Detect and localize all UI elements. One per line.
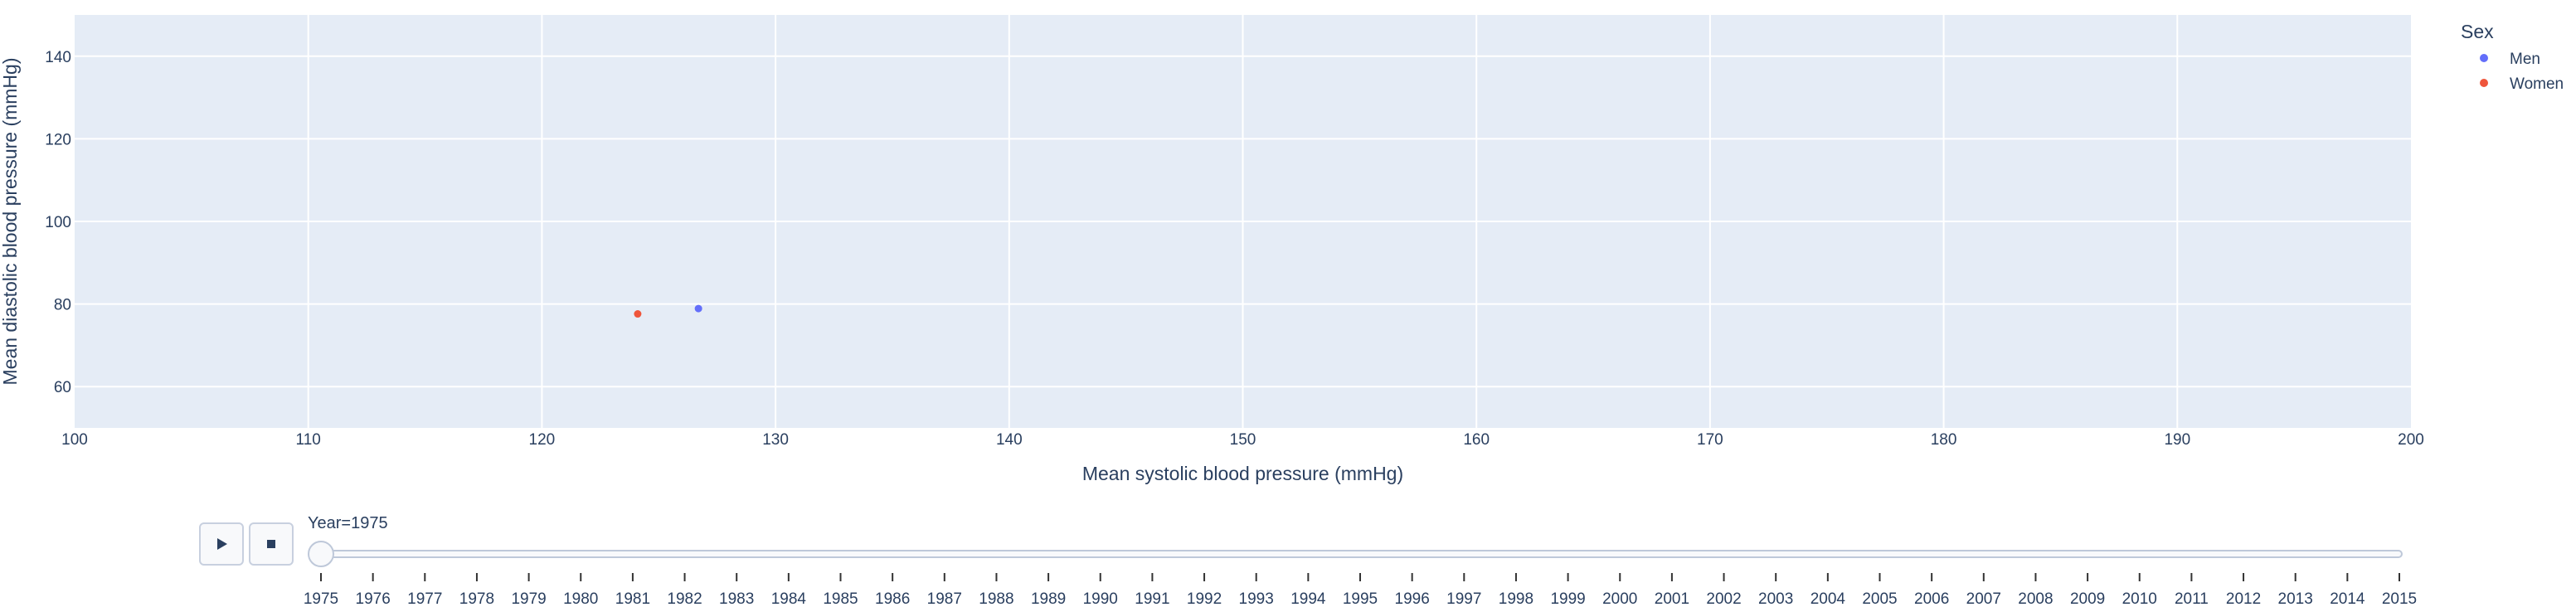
x-tick-label: 100 bbox=[61, 431, 88, 449]
x-tick-label: 110 bbox=[296, 431, 321, 449]
y-axis-title: Mean diastolic blood pressure (mmHg) bbox=[0, 58, 21, 386]
slider-year-label[interactable]: 1977 bbox=[407, 590, 442, 608]
slider-year-label[interactable]: 1986 bbox=[875, 590, 910, 608]
slider-year-label[interactable]: 1993 bbox=[1239, 590, 1274, 608]
x-axis-title: Mean systolic blood pressure (mmHg) bbox=[1082, 463, 1403, 484]
slider-year-label[interactable]: 2012 bbox=[2226, 590, 2261, 608]
y-tick-label: 120 bbox=[45, 131, 71, 148]
play-icon bbox=[217, 538, 227, 550]
slider-year-label[interactable]: 1978 bbox=[459, 590, 494, 608]
x-tick-labels: 100 110 120 130 140 150 160 170 180 190 200 bbox=[61, 431, 2424, 449]
y-tick-label: 60 bbox=[54, 379, 71, 396]
legend-label: Men bbox=[2510, 51, 2540, 68]
slider-year-label[interactable]: 2004 bbox=[1810, 590, 1846, 608]
slider-year-label[interactable]: 2011 bbox=[2175, 590, 2209, 608]
slider-year-label[interactable]: 2002 bbox=[1706, 590, 1741, 608]
slider-year-label[interactable]: 1996 bbox=[1395, 590, 1430, 608]
x-tick-label: 140 bbox=[996, 431, 1023, 449]
slider-year-label[interactable]: 1984 bbox=[771, 590, 807, 608]
slider-track[interactable] bbox=[318, 550, 2403, 558]
slider-year-label[interactable]: 1982 bbox=[667, 590, 702, 608]
legend: Sex Men Women bbox=[2461, 21, 2564, 93]
slider-current-label: Year=1975 bbox=[308, 514, 388, 532]
slider-year-label[interactable]: 2005 bbox=[1862, 590, 1897, 608]
y-tick-label: 80 bbox=[54, 297, 71, 314]
x-tick-label: 130 bbox=[762, 431, 789, 449]
x-tick-label: 200 bbox=[2398, 431, 2424, 449]
slider-year-label[interactable]: 1979 bbox=[511, 590, 546, 608]
slider-year-label[interactable]: 1985 bbox=[823, 590, 858, 608]
slider-year-label[interactable]: 2000 bbox=[1602, 590, 1637, 608]
legend-item-men[interactable]: Men bbox=[2480, 51, 2540, 68]
slider-year-label[interactable]: 1976 bbox=[356, 590, 391, 608]
slider-year-label[interactable]: 1998 bbox=[1499, 590, 1533, 608]
slider-handle[interactable] bbox=[308, 541, 334, 567]
slider-year-label[interactable]: 1980 bbox=[563, 590, 598, 608]
y-tick-label: 140 bbox=[45, 49, 71, 66]
legend-item-women[interactable]: Women bbox=[2480, 75, 2564, 93]
stop-button[interactable] bbox=[249, 522, 294, 566]
slider-year-label[interactable]: 1988 bbox=[979, 590, 1013, 608]
slider-year-label[interactable]: 2009 bbox=[2070, 590, 2105, 608]
legend-label: Women bbox=[2510, 75, 2564, 93]
slider-year-label[interactable]: 2008 bbox=[2018, 590, 2053, 608]
y-tick-label: 100 bbox=[45, 214, 71, 231]
slider-year-label[interactable]: 2013 bbox=[2278, 590, 2313, 608]
point-men[interactable] bbox=[694, 304, 702, 313]
slider-year-label[interactable]: 1989 bbox=[1031, 590, 1066, 608]
slider-year-label[interactable]: 1987 bbox=[927, 590, 962, 608]
slider-year-label[interactable]: 1992 bbox=[1187, 590, 1222, 608]
slider-year-label[interactable]: 2007 bbox=[1966, 590, 2001, 608]
data-points bbox=[634, 304, 702, 318]
slider-year-label[interactable]: 2015 bbox=[2382, 590, 2417, 608]
slider-year-label[interactable]: 2006 bbox=[1914, 590, 1949, 608]
legend-marker-icon bbox=[2480, 54, 2488, 62]
y-tick-labels: 60 80 100 120 140 bbox=[45, 49, 71, 396]
x-tick-label: 190 bbox=[2164, 431, 2190, 449]
x-tick-label: 180 bbox=[1931, 431, 1957, 449]
slider-year-label[interactable]: 1994 bbox=[1290, 590, 1326, 608]
slider-year-label[interactable]: 2001 bbox=[1655, 590, 1689, 608]
slider-year-label[interactable]: 1975 bbox=[304, 590, 338, 608]
y-gridlines bbox=[75, 55, 2411, 388]
stop-icon bbox=[267, 540, 275, 548]
slider-ticks: 1975 1976 1977 1978 1979 1980 1981 1982 1983 1984… bbox=[304, 573, 2417, 608]
slider-year-label[interactable]: 1997 bbox=[1446, 590, 1481, 608]
x-tick-label: 170 bbox=[1697, 431, 1723, 449]
point-women[interactable] bbox=[634, 310, 642, 318]
play-button[interactable] bbox=[199, 522, 244, 566]
x-tick-label: 120 bbox=[529, 431, 556, 449]
slider-year-label[interactable]: 1999 bbox=[1550, 590, 1585, 608]
legend-marker-icon bbox=[2480, 79, 2488, 87]
slider-year-label[interactable]: 1990 bbox=[1083, 590, 1118, 608]
legend-title: Sex bbox=[2461, 21, 2494, 42]
slider-year-label[interactable]: 1995 bbox=[1343, 590, 1378, 608]
slider-year-label[interactable]: 1981 bbox=[615, 590, 650, 608]
slider-year-label[interactable]: 2003 bbox=[1758, 590, 1793, 608]
slider-year-label[interactable]: 1983 bbox=[719, 590, 754, 608]
x-tick-label: 160 bbox=[1463, 431, 1490, 449]
slider-year-label[interactable]: 1991 bbox=[1135, 590, 1169, 608]
slider-year-label[interactable]: 2014 bbox=[2330, 590, 2365, 608]
x-tick-label: 150 bbox=[1230, 431, 1256, 449]
slider-year-label[interactable]: 2010 bbox=[2122, 590, 2157, 608]
